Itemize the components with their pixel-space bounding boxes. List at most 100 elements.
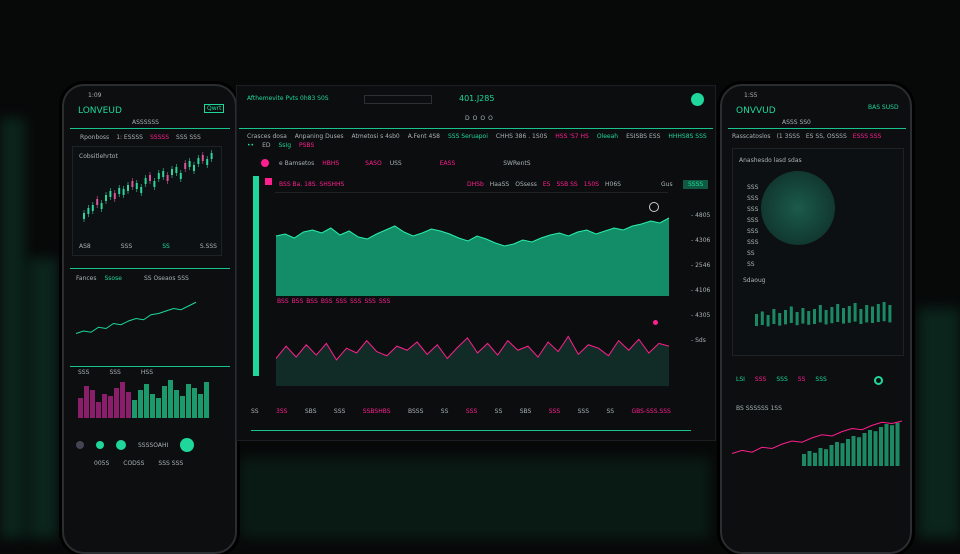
axis-label: SSS [747,228,759,235]
bar [204,382,209,418]
nav-icon[interactable]: O [488,115,493,122]
chart-circle-icon[interactable] [649,202,659,212]
right-phone: 1:S5 ONVVUD BAS SUSD ASSS SS0 Rasscatosl… [720,84,912,554]
chart-header: OSsess [515,181,537,188]
bar [192,388,197,418]
axis-label: SSS [747,217,759,224]
bar [198,394,203,418]
bar [818,305,822,323]
stat: LSI [736,376,745,383]
bar [102,394,107,418]
nav-icon[interactable]: O [480,115,486,122]
legend-item: e Bamsetos [279,160,315,167]
candle [171,169,173,175]
bar [846,439,850,466]
action-button[interactable] [180,438,195,452]
candle [201,155,204,161]
settings-icon[interactable] [874,376,883,385]
stat-row: LSI SSS SSS SS SSS [736,376,827,383]
series-line [731,420,903,454]
divider [239,128,713,129]
mid-label: BSS [291,298,304,305]
bar [132,400,137,418]
bar [840,443,845,466]
left-phone: 1:09 LONVEUD Qwrt ASSSSSS Rponboss 1: ES… [62,84,237,554]
candle [96,199,99,205]
stat: SSS SSS [176,134,201,141]
section-label: SS Oseaos SSS [143,275,189,282]
candle [184,163,187,169]
section-value: Ssose [104,275,122,282]
bar [802,454,806,466]
axis-label: SS [494,408,503,415]
candle [91,205,94,211]
toggle-icon[interactable] [96,441,104,449]
bar [842,308,845,324]
bar [138,390,143,418]
axis-label: SSS [333,408,346,415]
bar [865,305,869,323]
line-chart [275,335,670,386]
stat: SSS [815,376,827,383]
stat-item: Crasces dosa [247,133,287,140]
vertical-slider[interactable] [253,176,259,376]
center-dashboard: Afthemevite Pvts 0h83 S0S 401.J285 D O O… [236,85,716,441]
section-label: Sdaoug [743,277,766,284]
bar [78,398,83,418]
axis-label: SSS [747,195,759,202]
badge[interactable]: SSSS [683,180,709,189]
mid-label: BSS [320,298,333,305]
nav-icon[interactable]: D [465,115,470,122]
bar-chart [755,302,892,327]
bar [836,304,840,322]
axis-label: - 4106 [691,287,711,294]
account-badge[interactable]: BAS SUSD [868,104,899,111]
chart-header: SSB SS [556,181,578,188]
axis-label: SSS [577,408,590,415]
record-icon[interactable] [261,159,269,167]
bar [784,310,787,325]
background-bar [0,118,25,538]
bar [120,382,125,418]
bar [807,451,812,466]
profile-icon[interactable] [691,93,704,106]
legend-item: EASS [439,160,456,167]
chart-title: Anashesdo lasd sdas [739,157,802,164]
nav-icon[interactable]: O [472,115,478,122]
stat: Rasscatoslos [732,133,771,140]
chart-title: Cobsitlehrtot [79,153,118,160]
bar [168,380,173,418]
stats-row: Rasscatoslos (1 3SSS ES SS, OSSSS ESSS S… [732,133,904,140]
status-time: 1:09 [88,92,102,99]
bar [830,307,834,324]
stat: 1: ESSSS [116,134,143,141]
axis-label: BSSS [407,408,424,415]
candle [162,171,165,177]
bar [859,309,863,324]
chart-header: DHSb [467,181,484,188]
candle [197,158,200,164]
candle [100,203,103,209]
candle [210,153,213,159]
candle [127,185,129,191]
search-input[interactable] [364,95,432,104]
toggle-icon[interactable] [116,440,126,450]
bottom-chart [731,420,903,466]
bar [789,306,793,323]
candle [109,191,112,197]
axis-label: SS [606,408,615,415]
toggle-icon[interactable] [76,441,84,449]
alert-dot[interactable] [653,320,658,325]
account-badge[interactable]: Qwrt [204,104,225,113]
subtitle: ASSS SS0 [782,119,811,126]
section-header: SSS SSS HSS [78,369,153,376]
bar [778,313,782,326]
chart-header-group: DHSb HaaSS OSsess ES SSB SS 1S0S H06S [467,181,621,188]
footer-label: SSS SSS [158,460,184,467]
bar [150,394,155,418]
chart-header: 1S0S [583,181,599,188]
bar [876,304,880,322]
bar [818,448,823,466]
axis-label: AS8 [79,243,91,250]
stats-row: Rponboss 1: ESSSS SSSSS SSS SSS [80,134,201,141]
